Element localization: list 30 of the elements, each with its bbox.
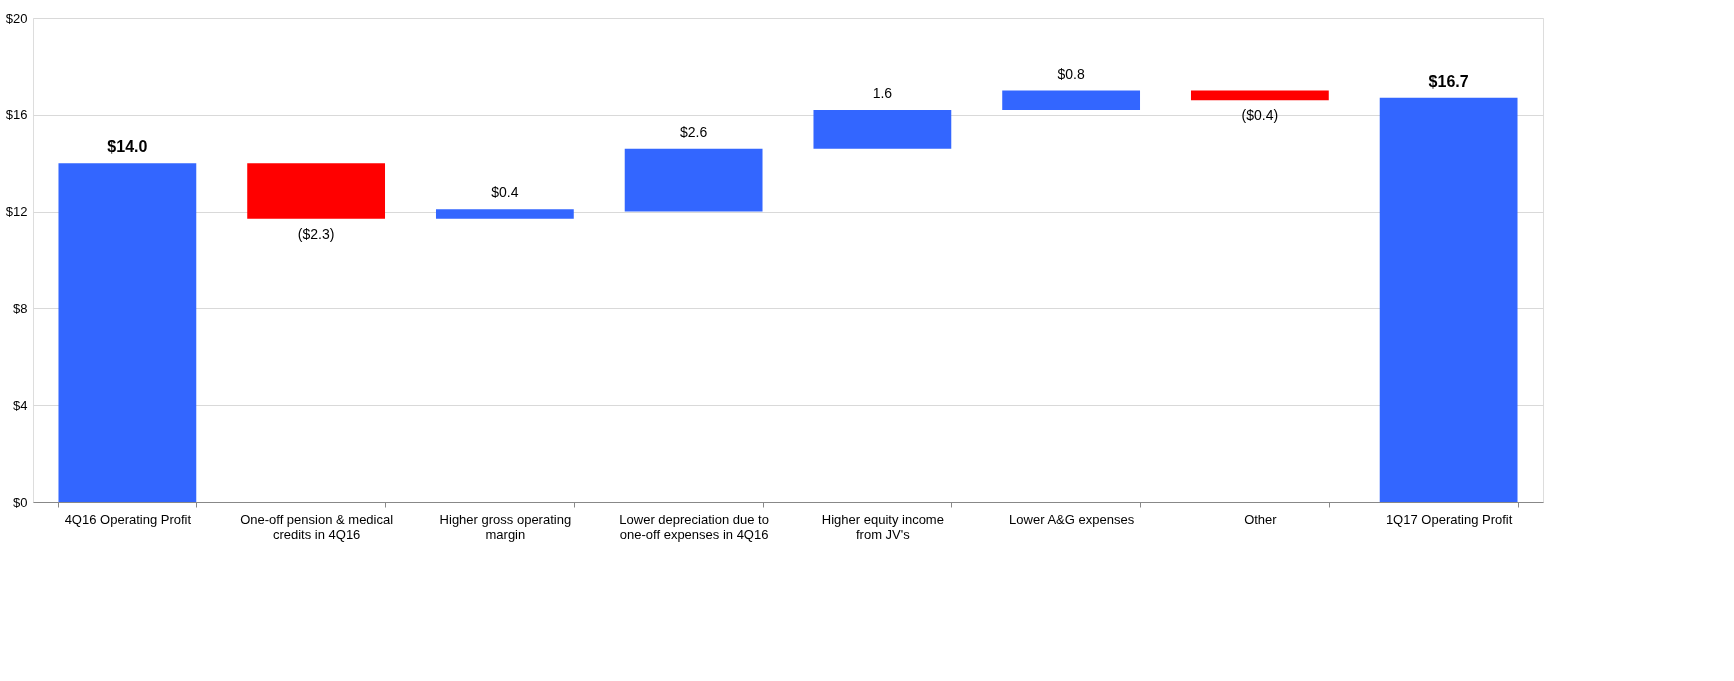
x-tick-label: Lower A&G expenses [1009,511,1135,527]
bar [1379,97,1518,502]
x-tick-label: 1Q17 Operating Profit [1385,511,1513,527]
bar [247,163,386,219]
data-label: $0.4 [491,184,519,201]
data-label: ($2.3) [297,225,335,242]
x-tick-label: 4Q16 Operating Profit [64,511,192,527]
y-tick-label: $8 [13,300,28,316]
data-label: $0.8 [1057,65,1085,82]
bar [1190,90,1329,101]
x-tick-label: Lower depreciation due to one-off expenses in 4Q16 [619,511,769,542]
bar [624,148,763,212]
bar [435,209,574,219]
x-tick-label: One-off pension & medical credits in 4Q16 [240,511,394,542]
data-label: ($0.4) [1241,107,1279,124]
x-tick-label: Higher equity income from JV's [821,511,944,542]
y-tick-label: $0 [13,494,28,510]
y-tick-label: $4 [13,397,28,413]
data-label: $14.0 [107,138,148,156]
data-label: 1.6 [872,84,893,101]
data-label: $2.6 [680,123,708,140]
bar [1002,90,1141,110]
y-tick-label: $12 [5,204,28,220]
y-tick-label: $20 [5,10,28,26]
x-tick-label: Higher gross operating margin [439,511,572,542]
bar [58,163,197,502]
data-label: $16.7 [1428,72,1469,90]
bar [813,109,952,149]
y-tick-label: $16 [5,107,28,123]
x-tick-label: Other [1244,511,1278,527]
